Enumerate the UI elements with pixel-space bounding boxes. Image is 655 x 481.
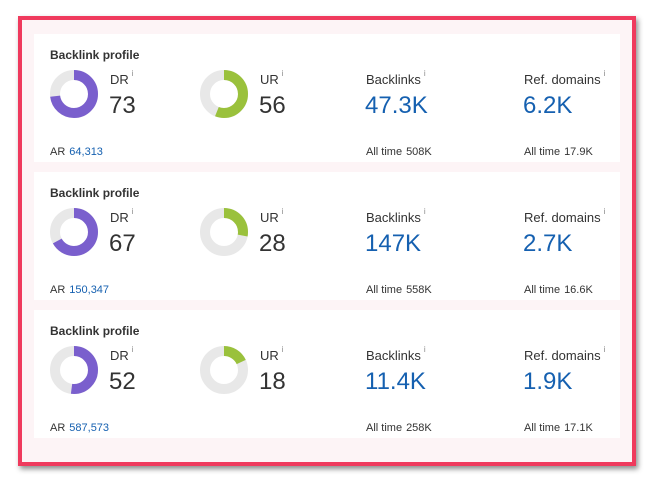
backlink-profile-card: Backlink profile DR i 52 AR 587,573 UR i 18 Backl… [34, 310, 620, 438]
backlinks-label-text: Backlinks [366, 72, 421, 87]
dr-label-text: DR [110, 72, 129, 87]
alltime-value: 508K [406, 146, 432, 158]
backlinks-alltime: All time 508K [366, 146, 432, 158]
ar-value-link[interactable]: 587,573 [69, 422, 110, 434]
ref-domains-label: Ref. domains i [524, 207, 606, 225]
dr-label-text: DR [110, 348, 129, 363]
alltime-label: All time [524, 422, 561, 434]
ur-donut-chart-fill [200, 70, 248, 118]
dr-donut-chart-fill [50, 208, 98, 256]
alltime-label: All time [524, 146, 561, 158]
dr-label-text: DR [110, 210, 129, 225]
ref-domains-label: Ref. domains i [524, 69, 606, 87]
alltime-value: 17.9K [564, 146, 593, 158]
backlinks-label: Backlinks i [366, 69, 426, 87]
alltime-value: 558K [406, 284, 432, 296]
ur-donut-chart [200, 70, 248, 118]
dr-donut-chart [50, 70, 98, 118]
alltime-label: All time [366, 146, 403, 158]
backlinks-value-link[interactable]: 47.3K [365, 92, 428, 119]
ar-label: AR [50, 284, 66, 296]
info-icon[interactable]: i [131, 207, 134, 216]
dr-donut-chart [50, 346, 98, 394]
backlinks-value-link[interactable]: 147K [365, 230, 422, 257]
alltime-label: All time [366, 284, 403, 296]
ur-donut-chart-fill [200, 208, 248, 256]
ur-value: 28 [259, 230, 286, 257]
ur-label-text: UR [260, 210, 279, 225]
info-icon[interactable]: i [281, 345, 284, 354]
backlinks-label-text: Backlinks [366, 210, 421, 225]
ur-label-text: UR [260, 348, 279, 363]
ref-domains-label-text: Ref. domains [524, 72, 601, 87]
info-icon[interactable]: i [281, 69, 284, 78]
dr-value: 67 [109, 230, 136, 257]
info-icon[interactable]: i [603, 345, 606, 354]
ref-domains-value-link[interactable]: 1.9K [523, 368, 573, 395]
backlinks-alltime: All time 558K [366, 284, 432, 296]
alltime-label: All time [366, 422, 403, 434]
ur-value: 18 [259, 368, 286, 395]
ref-domains-alltime: All time 17.1K [524, 422, 593, 434]
dr-donut-chart [50, 208, 98, 256]
ref-domains-label-text: Ref. domains [524, 348, 601, 363]
ar-label: AR [50, 146, 66, 158]
info-icon[interactable]: i [131, 69, 134, 78]
ur-label: UR i [260, 207, 284, 225]
alltime-value: 258K [406, 422, 432, 434]
ref-domains-label: Ref. domains i [524, 345, 606, 363]
ar-rank: AR 587,573 [50, 422, 109, 434]
ref-domains-label-text: Ref. domains [524, 210, 601, 225]
ref-domains-alltime: All time 17.9K [524, 146, 593, 158]
dr-donut-chart-fill [50, 346, 98, 394]
ar-rank: AR 64,313 [50, 146, 103, 158]
dr-label: DR i [110, 345, 134, 363]
card-title: Backlink profile [50, 324, 140, 338]
info-icon[interactable]: i [603, 207, 606, 216]
backlink-profile-card: Backlink profile DR i 67 AR 150,347 UR i 28 Backl… [34, 172, 620, 300]
ur-label-text: UR [260, 72, 279, 87]
info-icon[interactable]: i [423, 69, 426, 78]
ur-label: UR i [260, 345, 284, 363]
backlinks-value-link[interactable]: 11.4K [365, 368, 426, 395]
info-icon[interactable]: i [423, 345, 426, 354]
backlinks-alltime: All time 258K [366, 422, 432, 434]
ref-domains-value-link[interactable]: 6.2K [523, 92, 573, 119]
alltime-value: 17.1K [564, 422, 593, 434]
backlinks-label: Backlinks i [366, 345, 426, 363]
screenshot-frame: Backlink profile DR i 73 AR 64,313 UR i 56 Backli… [18, 16, 636, 466]
alltime-value: 16.6K [564, 284, 593, 296]
ar-label: AR [50, 422, 66, 434]
ref-domains-alltime: All time 16.6K [524, 284, 593, 296]
ur-label: UR i [260, 69, 284, 87]
ur-value: 56 [259, 92, 286, 119]
ar-value-link[interactable]: 150,347 [69, 284, 110, 296]
ar-value-link[interactable]: 64,313 [69, 146, 103, 158]
info-icon[interactable]: i [423, 207, 426, 216]
ur-donut-chart [200, 346, 248, 394]
ref-domains-value-link[interactable]: 2.7K [523, 230, 573, 257]
dr-value: 73 [109, 92, 136, 119]
ur-donut-chart [200, 208, 248, 256]
dr-label: DR i [110, 207, 134, 225]
backlink-profile-card: Backlink profile DR i 73 AR 64,313 UR i 56 Backli… [34, 34, 620, 162]
card-title: Backlink profile [50, 186, 140, 200]
info-icon[interactable]: i [603, 69, 606, 78]
info-icon[interactable]: i [131, 345, 134, 354]
ar-rank: AR 150,347 [50, 284, 109, 296]
info-icon[interactable]: i [281, 207, 284, 216]
ur-donut-chart-fill [200, 346, 248, 394]
dr-value: 52 [109, 368, 136, 395]
card-title: Backlink profile [50, 48, 140, 62]
dr-label: DR i [110, 69, 134, 87]
dr-donut-chart-fill [50, 70, 98, 118]
backlinks-label-text: Backlinks [366, 348, 421, 363]
backlinks-label: Backlinks i [366, 207, 426, 225]
alltime-label: All time [524, 284, 561, 296]
